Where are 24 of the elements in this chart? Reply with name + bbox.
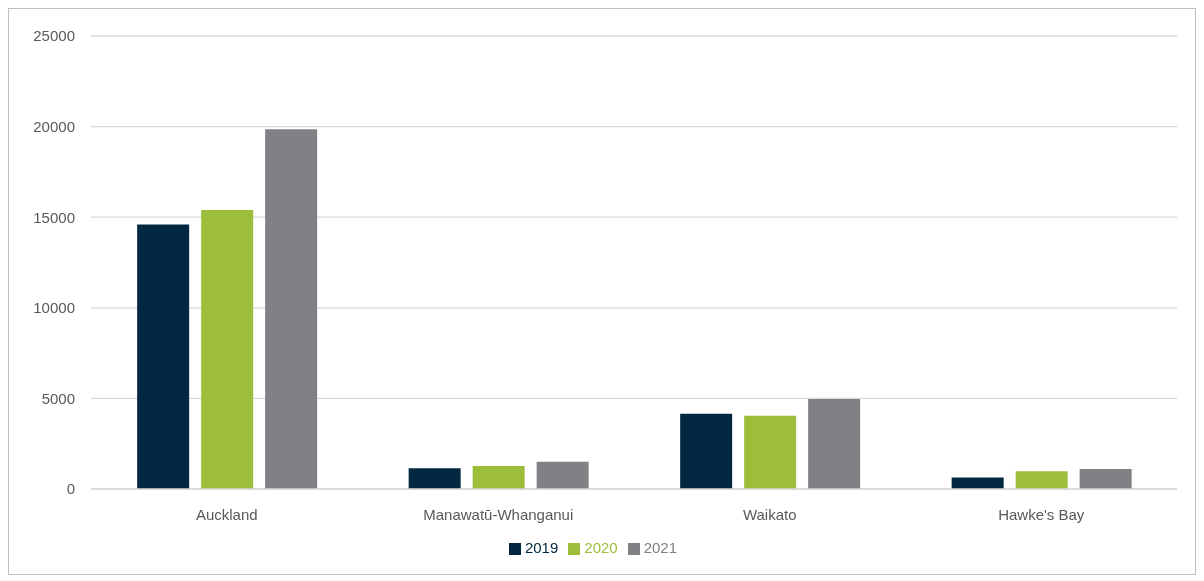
bar (265, 129, 318, 489)
y-tick-label: 25000 (33, 27, 75, 45)
bar (808, 399, 861, 489)
bar (1015, 471, 1068, 489)
bar (536, 461, 589, 489)
bar (1079, 469, 1132, 489)
y-tick-label: 15000 (33, 208, 75, 226)
x-tick-label: Hawke's Bay (998, 505, 1085, 523)
legend-label: 2020 (584, 539, 618, 556)
bar (408, 468, 461, 489)
legend-label: 2021 (643, 539, 678, 556)
y-tick-label: 5000 (41, 389, 75, 407)
x-tick-label: Waikato (742, 505, 797, 523)
y-tick-label: 0 (66, 480, 75, 498)
x-tick-label: Auckland (195, 505, 258, 523)
bar (472, 465, 525, 489)
y-tick-label: 20000 (33, 117, 75, 135)
y-tick-label: 10000 (33, 299, 75, 317)
bar (680, 413, 733, 489)
bar (744, 415, 797, 489)
x-tick-label: Manawatū-Whanganui (423, 505, 574, 523)
legend-label: 2019 (524, 539, 559, 556)
bar (137, 224, 190, 489)
bar (201, 209, 254, 489)
